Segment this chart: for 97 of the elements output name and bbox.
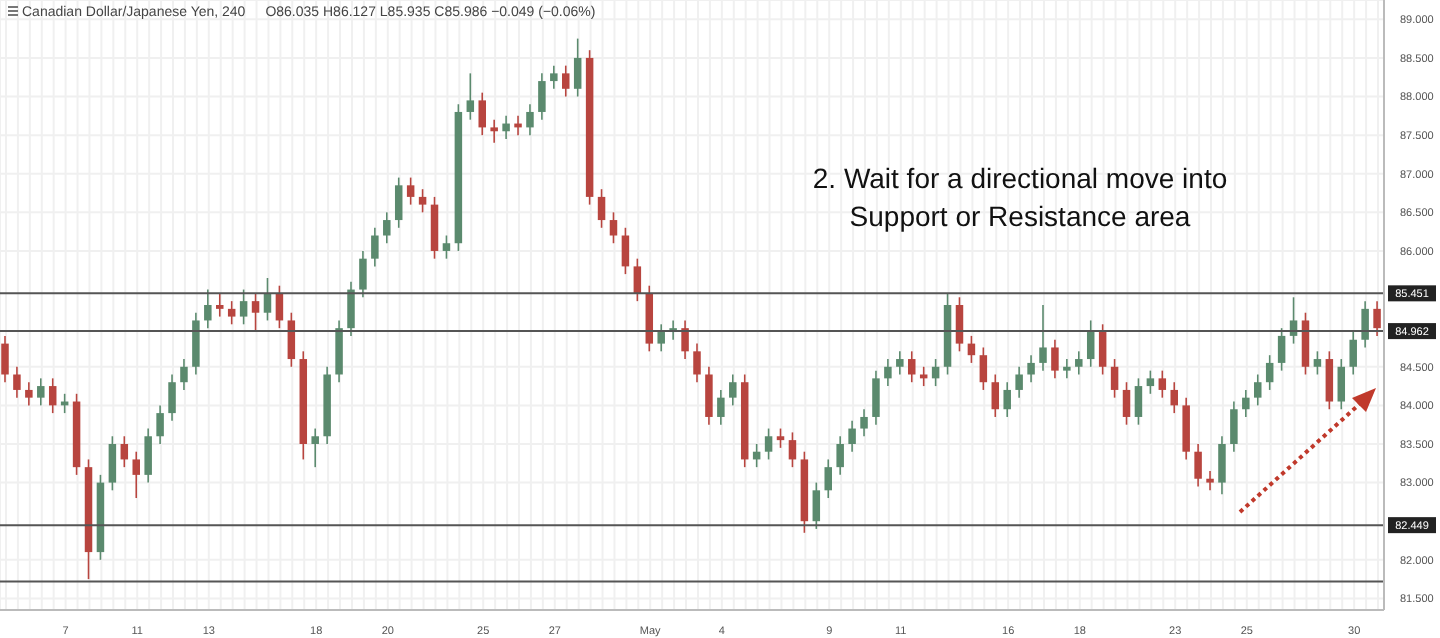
candlestick [25, 381, 33, 407]
candlestick [1086, 319, 1095, 368]
candlestick [478, 91, 486, 136]
candlestick [1373, 300, 1381, 337]
candlestick [836, 435, 844, 476]
candlestick [1218, 435, 1226, 495]
candlestick [406, 176, 415, 206]
candlestick [227, 300, 236, 326]
candlestick [1313, 350, 1322, 376]
candlestick [1182, 396, 1190, 461]
candlestick [502, 115, 510, 140]
candlestick [621, 226, 630, 275]
candlestick [848, 420, 856, 453]
candlestick [526, 103, 534, 136]
candlestick [204, 288, 212, 329]
candlestick [347, 281, 355, 337]
candlestick [108, 435, 117, 492]
candlestick [705, 365, 713, 426]
candlestick [1254, 373, 1262, 407]
annotation: 2. Wait for a directional move into Support or Resistance area [810, 160, 1230, 236]
candlestick [275, 284, 284, 329]
candlestick [764, 427, 773, 461]
candlestick [657, 323, 665, 353]
candlestick [13, 365, 21, 399]
candlestick [48, 377, 57, 414]
candlestick [1146, 369, 1155, 395]
candlestick [168, 373, 176, 422]
candlestick [872, 369, 880, 426]
candlestick [908, 350, 916, 384]
candlestick [430, 196, 439, 260]
candlestick [383, 211, 391, 245]
candlestick [251, 292, 260, 333]
candlestick [1206, 470, 1214, 492]
candlestick [979, 346, 988, 391]
candlestick [442, 234, 451, 260]
candlestick [1122, 381, 1131, 426]
candlestick [156, 404, 164, 445]
candlestick [681, 319, 689, 360]
candlestick [597, 188, 606, 229]
candlestick [1325, 350, 1334, 411]
candlestick [1349, 331, 1357, 376]
candlestick [1, 335, 9, 384]
candlestick [1170, 381, 1178, 414]
candlestick [132, 450, 140, 499]
candlestick [550, 64, 558, 90]
candlestick [371, 226, 379, 268]
candlestick [394, 176, 403, 229]
candlestick [263, 277, 272, 322]
candlestick [884, 358, 892, 387]
candlestick [562, 64, 570, 98]
candlestick [717, 389, 725, 426]
candlestick [311, 427, 319, 468]
candlestick [824, 458, 832, 499]
candlestick [991, 373, 1000, 418]
candlestick [919, 365, 928, 387]
candlestick [37, 377, 45, 407]
candlestick [1265, 354, 1274, 391]
candlestick [1051, 338, 1059, 380]
candlestick [239, 288, 248, 326]
candlestick [418, 188, 427, 214]
candlestick [1337, 358, 1346, 411]
candlestick [729, 373, 737, 407]
candlestick [335, 319, 343, 384]
candlestick [216, 292, 224, 318]
candlestick [1134, 377, 1143, 426]
candlestick [1230, 400, 1238, 453]
candlestick [1361, 300, 1369, 349]
candlestick [788, 431, 797, 468]
candlestick [1027, 354, 1035, 384]
candlestick [359, 250, 367, 299]
candlestick [1277, 327, 1286, 372]
candlestick [860, 408, 868, 438]
candlestick [538, 72, 546, 121]
candlestick [573, 37, 582, 98]
candlestick [120, 435, 129, 468]
candlestick [490, 118, 498, 144]
candlestick [1063, 358, 1071, 380]
candlestick [812, 481, 821, 530]
candlestick [1015, 365, 1023, 399]
candlestick [633, 257, 642, 302]
candlestick [1110, 358, 1119, 399]
candlestick [1194, 443, 1202, 488]
candlestick [1242, 389, 1250, 418]
candlestick [609, 211, 618, 245]
candlestick [144, 427, 152, 484]
candlestick [896, 350, 904, 376]
candlestick [466, 72, 475, 121]
candlestick [180, 358, 188, 391]
candlestick [1098, 323, 1107, 376]
candlestick [1301, 311, 1310, 376]
candlestick [1158, 369, 1167, 399]
candlestick [1039, 304, 1047, 372]
candlestick [1003, 381, 1011, 418]
candlestick [776, 427, 785, 449]
candlestick [192, 311, 200, 376]
candlestick [1075, 350, 1083, 376]
candlestick [693, 342, 701, 384]
